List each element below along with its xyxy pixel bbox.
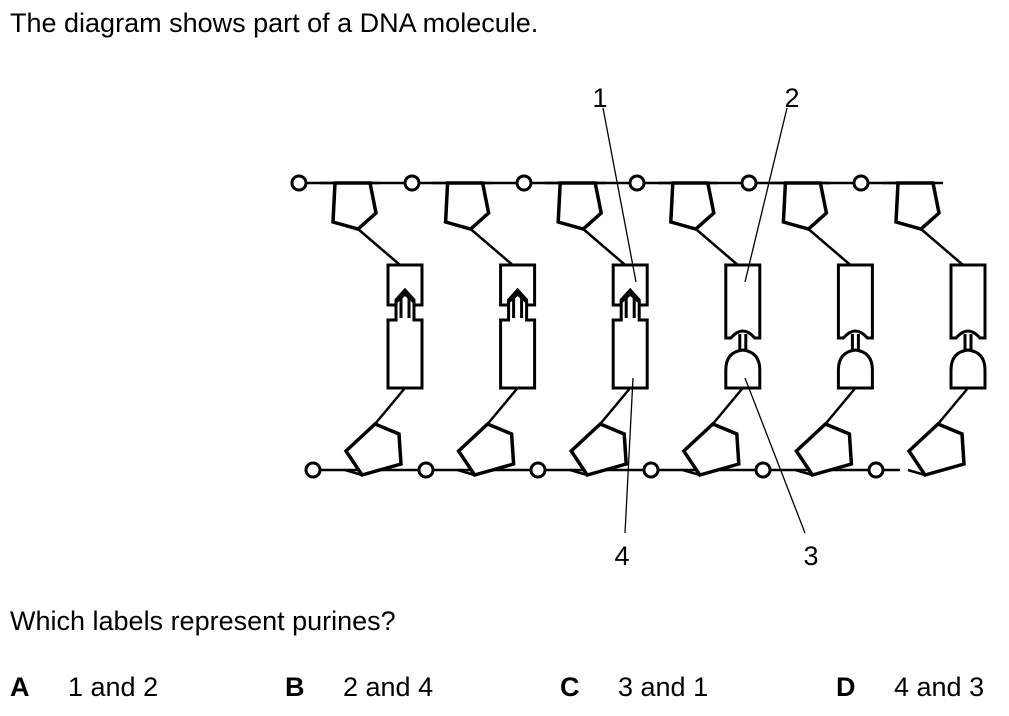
intro-text: The diagram shows part of a DNA molecule… [10,8,539,38]
top-sugar-base-link [807,228,852,266]
option-b-text: 2 and 4 [343,672,434,702]
phosphate-2 [403,174,421,192]
bottom-sugar-base-link [599,387,632,425]
top-sugar-5 [781,181,829,231]
phosphate-4 [628,174,646,192]
option-c[interactable]: C 3 and 1 [560,672,708,703]
top-sugar-2 [443,181,491,231]
phosphate-9 [529,461,547,479]
diagram-label-2: 2 [784,83,799,113]
diagram-label-4: 4 [614,541,629,571]
phosphate-11 [754,461,772,479]
bottom-sugar-6 [906,421,966,478]
top-sugar-6 [894,181,941,231]
option-d-text: 4 and 3 [894,672,985,702]
diagram-label-1: 1 [592,83,607,113]
base-bottom-5 [836,348,874,390]
leader-line-3 [744,377,806,534]
bottom-sugar-1 [343,421,403,478]
leader-line-2 [744,107,788,283]
bottom-sugar-link [795,468,813,477]
base-top-5 [836,263,874,340]
base-top-1 [386,263,424,307]
option-c-letter: C [560,672,580,702]
bottom-sugar-link [457,468,475,477]
bottom-sugar-5 [794,421,854,478]
option-c-text: 3 and 1 [618,672,709,702]
bottom-sugar-base-link [374,387,406,425]
bottom-sugar-link [569,468,588,477]
bottom-sugar-base-link [937,387,969,425]
top-sugar-base-link [920,228,964,266]
bottom-sugar-base-link [824,387,857,425]
phosphate-8 [417,461,435,479]
option-a-letter: A [10,672,30,702]
base-top-4 [724,263,762,340]
phosphate-6 [852,174,870,192]
base-bottom-2 [499,291,537,390]
phosphate-7 [304,461,322,479]
top-sugar-base-link [694,228,739,266]
base-bottom-6 [949,348,987,390]
base-bottom-3 [611,291,649,390]
bottom-sugar-link [344,468,363,477]
question-prompt: Which labels represent purines? [10,606,396,636]
phosphate-10 [642,461,660,479]
top-sugar-1 [331,181,378,231]
bottom-sugar-base-link [711,387,744,425]
option-a-text: 1 and 2 [68,672,159,702]
base-top-2 [499,263,537,307]
leader-line-4 [624,377,634,534]
top-sugar-base-link [469,228,514,266]
bottom-sugar-link [907,468,926,477]
base-top-6 [949,263,987,340]
phosphate-3 [515,174,533,192]
top-sugar-4 [668,181,716,231]
option-d[interactable]: D 4 and 3 [836,672,984,703]
bottom-sugar-link [682,468,701,477]
base-bottom-4 [724,348,762,390]
option-b[interactable]: B 2 and 4 [285,672,433,703]
phosphate-12 [867,461,885,479]
diagram-label-3: 3 [803,541,818,571]
base-top-3 [611,263,649,307]
bottom-sugar-3 [568,421,629,478]
leader-line-1 [602,107,637,283]
option-d-letter: D [836,672,856,702]
bottom-sugar-base-link [486,387,519,425]
base-bottom-1 [386,291,424,390]
top-sugar-3 [556,181,604,231]
bottom-sugar-4 [681,421,741,478]
top-sugar-base-link [582,228,627,266]
phosphate-5 [740,174,758,192]
phosphate-1 [290,174,308,192]
option-b-letter: B [285,672,305,702]
top-sugar-base-link [357,228,401,266]
bottom-sugar-2 [456,421,516,478]
dna-diagram: 1 2 3 4 [290,83,987,571]
option-a[interactable]: A 1 and 2 [10,672,158,703]
